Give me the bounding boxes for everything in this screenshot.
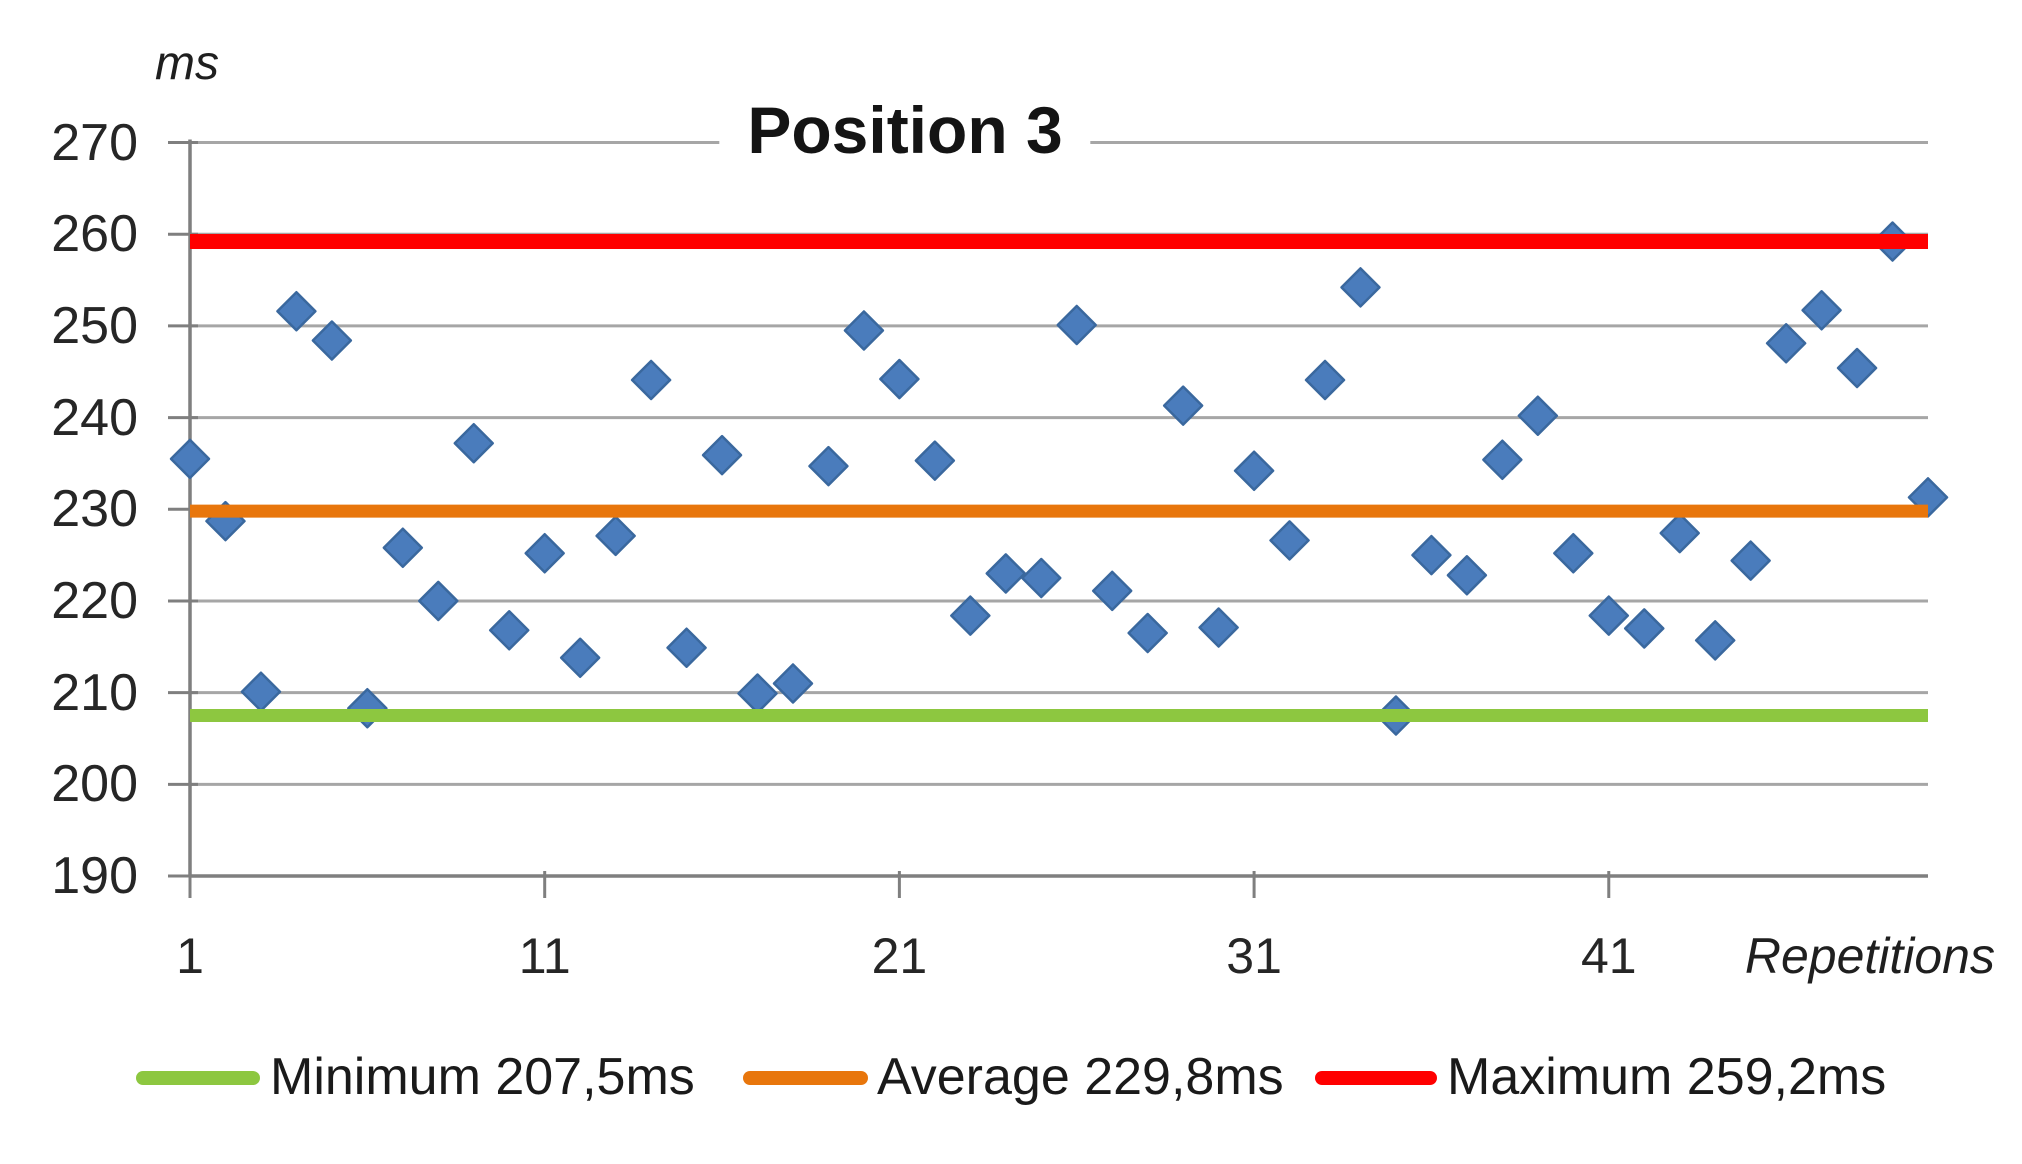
data-point (1233, 450, 1275, 491)
x-axis-tick-label: 11 (518, 928, 571, 984)
y-axis-tick-label: 240 (51, 388, 138, 447)
data-point (453, 422, 495, 464)
data-point (240, 671, 282, 712)
data-point (595, 515, 636, 557)
data-point (843, 310, 885, 351)
data-point (382, 527, 424, 569)
data-point (1730, 540, 1771, 581)
data-point (1482, 439, 1523, 480)
data-point (1836, 347, 1878, 389)
data-point (1517, 395, 1559, 436)
data-point (1269, 520, 1310, 561)
data-point (524, 533, 565, 574)
y-axis-tick-label: 250 (51, 296, 138, 355)
data-point (276, 290, 317, 332)
data-point (1659, 512, 1700, 554)
y-axis-tick-label: 270 (51, 113, 138, 172)
data-point (1801, 290, 1842, 331)
x-axis-tick-label: 21 (871, 928, 928, 984)
data-point (1304, 359, 1346, 401)
data-point (1162, 385, 1204, 426)
y-axis-tick-label: 190 (51, 847, 138, 905)
y-axis-tick-label: 220 (51, 571, 138, 630)
data-point (914, 440, 956, 481)
data-point (169, 438, 211, 480)
x-axis-tick-label: 1 (176, 928, 204, 984)
data-point (1553, 533, 1594, 574)
x-axis-tick-label: 41 (1580, 928, 1637, 984)
minimum-legend-swatch (136, 1071, 260, 1085)
data-point (1765, 323, 1807, 364)
data-point (1411, 534, 1452, 576)
y-axis-tick-label: 210 (51, 663, 138, 722)
x-axis-label: Repetitions (1744, 928, 1995, 984)
data-point (1021, 557, 1062, 599)
data-point (1340, 267, 1381, 308)
data-point (808, 445, 849, 487)
chart-title: Position 3 (719, 96, 1091, 164)
data-point (1694, 620, 1736, 661)
y-axis-tick-label: 200 (51, 755, 138, 814)
data-point (630, 359, 672, 401)
data-point (1198, 607, 1239, 648)
data-point (879, 358, 920, 400)
data-point (772, 663, 814, 704)
data-point (737, 673, 778, 714)
data-point (1623, 608, 1665, 649)
average-legend-label: Average 229,8ms (877, 1048, 1284, 1106)
data-point (559, 637, 601, 679)
data-point (311, 320, 353, 361)
y-axis-unit-label: ms (155, 37, 219, 90)
data-point (1056, 304, 1097, 346)
data-point (418, 580, 459, 622)
data-point (701, 434, 743, 476)
maximum-legend-swatch (1315, 1071, 1437, 1085)
data-point (488, 610, 530, 651)
y-axis-tick-label: 230 (51, 480, 138, 539)
x-axis-tick-label: 31 (1226, 928, 1282, 984)
y-axis-tick-label: 260 (51, 205, 138, 264)
data-point (985, 553, 1027, 594)
minimum-legend-label: Minimum 207,5ms (270, 1048, 695, 1106)
maximum-legend-label: Maximum 259,2ms (1447, 1048, 1887, 1106)
data-point (1091, 570, 1133, 612)
average-legend-swatch (743, 1071, 868, 1085)
data-point (1446, 555, 1488, 596)
data-point (1127, 612, 1168, 654)
data-point (950, 595, 991, 636)
data-point (1588, 595, 1630, 636)
data-point (666, 627, 707, 668)
